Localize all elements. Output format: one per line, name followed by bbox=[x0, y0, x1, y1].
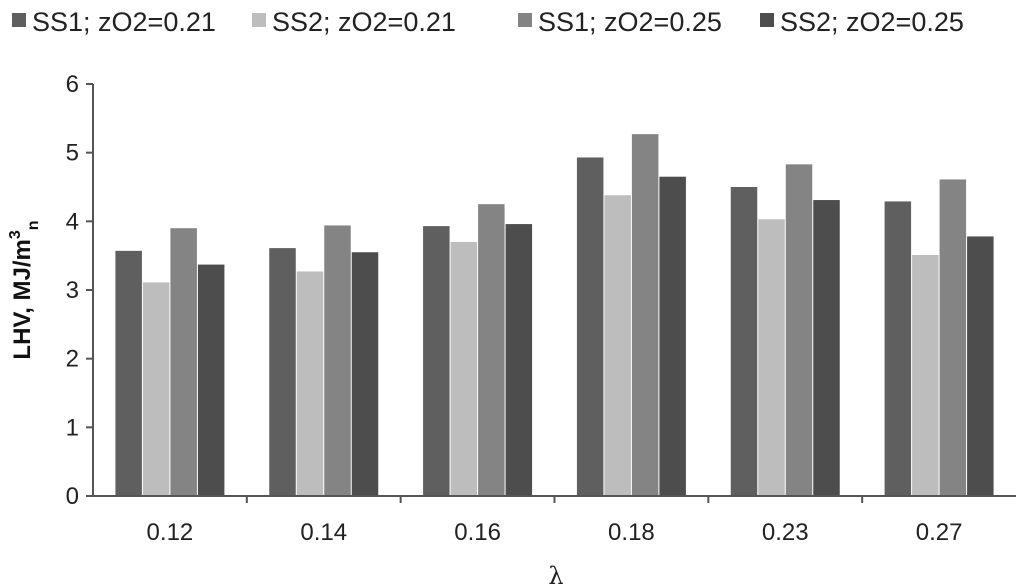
y-axis-label-sup: 3 bbox=[7, 230, 24, 239]
bar bbox=[604, 195, 631, 497]
x-tick-label: 0.27 bbox=[916, 519, 963, 546]
bar bbox=[505, 224, 533, 496]
legend-label: SS2; zO2=0.25 bbox=[780, 7, 964, 37]
bar bbox=[351, 252, 379, 496]
y-tick-label: 4 bbox=[66, 208, 79, 235]
bar bbox=[813, 200, 840, 496]
bar bbox=[730, 187, 758, 496]
legend-swatch bbox=[760, 13, 774, 27]
legend-label: SS1; zO2=0.25 bbox=[538, 7, 722, 37]
x-ticks: 0.12 0.14 0.16 0.18 0.23 0.27 bbox=[147, 496, 963, 546]
bar bbox=[659, 176, 686, 496]
x-axis-label: λ bbox=[548, 562, 563, 587]
bar bbox=[269, 248, 296, 496]
bars bbox=[115, 134, 994, 497]
bar bbox=[324, 225, 351, 496]
legend-swatch bbox=[12, 13, 26, 27]
legend-swatch bbox=[518, 13, 532, 27]
x-tick-label: 0.14 bbox=[300, 519, 347, 546]
bar bbox=[197, 264, 225, 496]
x-tick-label: 0.16 bbox=[454, 519, 501, 546]
y-tick-label: 5 bbox=[66, 140, 79, 167]
bar bbox=[758, 219, 785, 497]
y-tick-label: 2 bbox=[66, 346, 79, 373]
bar bbox=[450, 241, 478, 496]
bar bbox=[912, 254, 939, 496]
bar bbox=[115, 250, 142, 496]
x-tick-label: 0.18 bbox=[608, 519, 655, 546]
bar bbox=[884, 201, 912, 497]
y-tick-label: 3 bbox=[66, 277, 79, 304]
bar bbox=[478, 204, 505, 496]
legend-swatch bbox=[252, 13, 266, 27]
y-tick-label: 6 bbox=[66, 71, 79, 98]
y-tick-label: 1 bbox=[66, 414, 79, 441]
bar bbox=[142, 282, 170, 496]
legend-label: SS1; zO2=0.21 bbox=[32, 7, 216, 37]
bar bbox=[296, 271, 324, 496]
bar bbox=[785, 164, 813, 496]
x-tick-label: 0.23 bbox=[762, 519, 809, 546]
bar bbox=[170, 228, 197, 496]
y-ticks: 0 1 2 3 4 5 6 bbox=[66, 71, 93, 510]
y-axis-label-main: LHV, MJ/m bbox=[9, 239, 36, 359]
x-tick-label: 0.12 bbox=[147, 519, 194, 546]
y-tick-label: 0 bbox=[66, 483, 79, 510]
y-axis-label: LHV, MJ/m3n bbox=[7, 220, 42, 359]
y-axis-label-sub: n bbox=[25, 220, 42, 230]
bar bbox=[939, 179, 967, 497]
bar bbox=[423, 226, 450, 496]
bar bbox=[631, 134, 659, 497]
bar bbox=[967, 236, 994, 496]
bar bbox=[576, 157, 604, 496]
legend-label: SS2; zO2=0.21 bbox=[272, 7, 456, 37]
legend: SS1; zO2=0.21 SS2; zO2=0.21 SS1; zO2=0.25 S… bbox=[12, 7, 964, 37]
